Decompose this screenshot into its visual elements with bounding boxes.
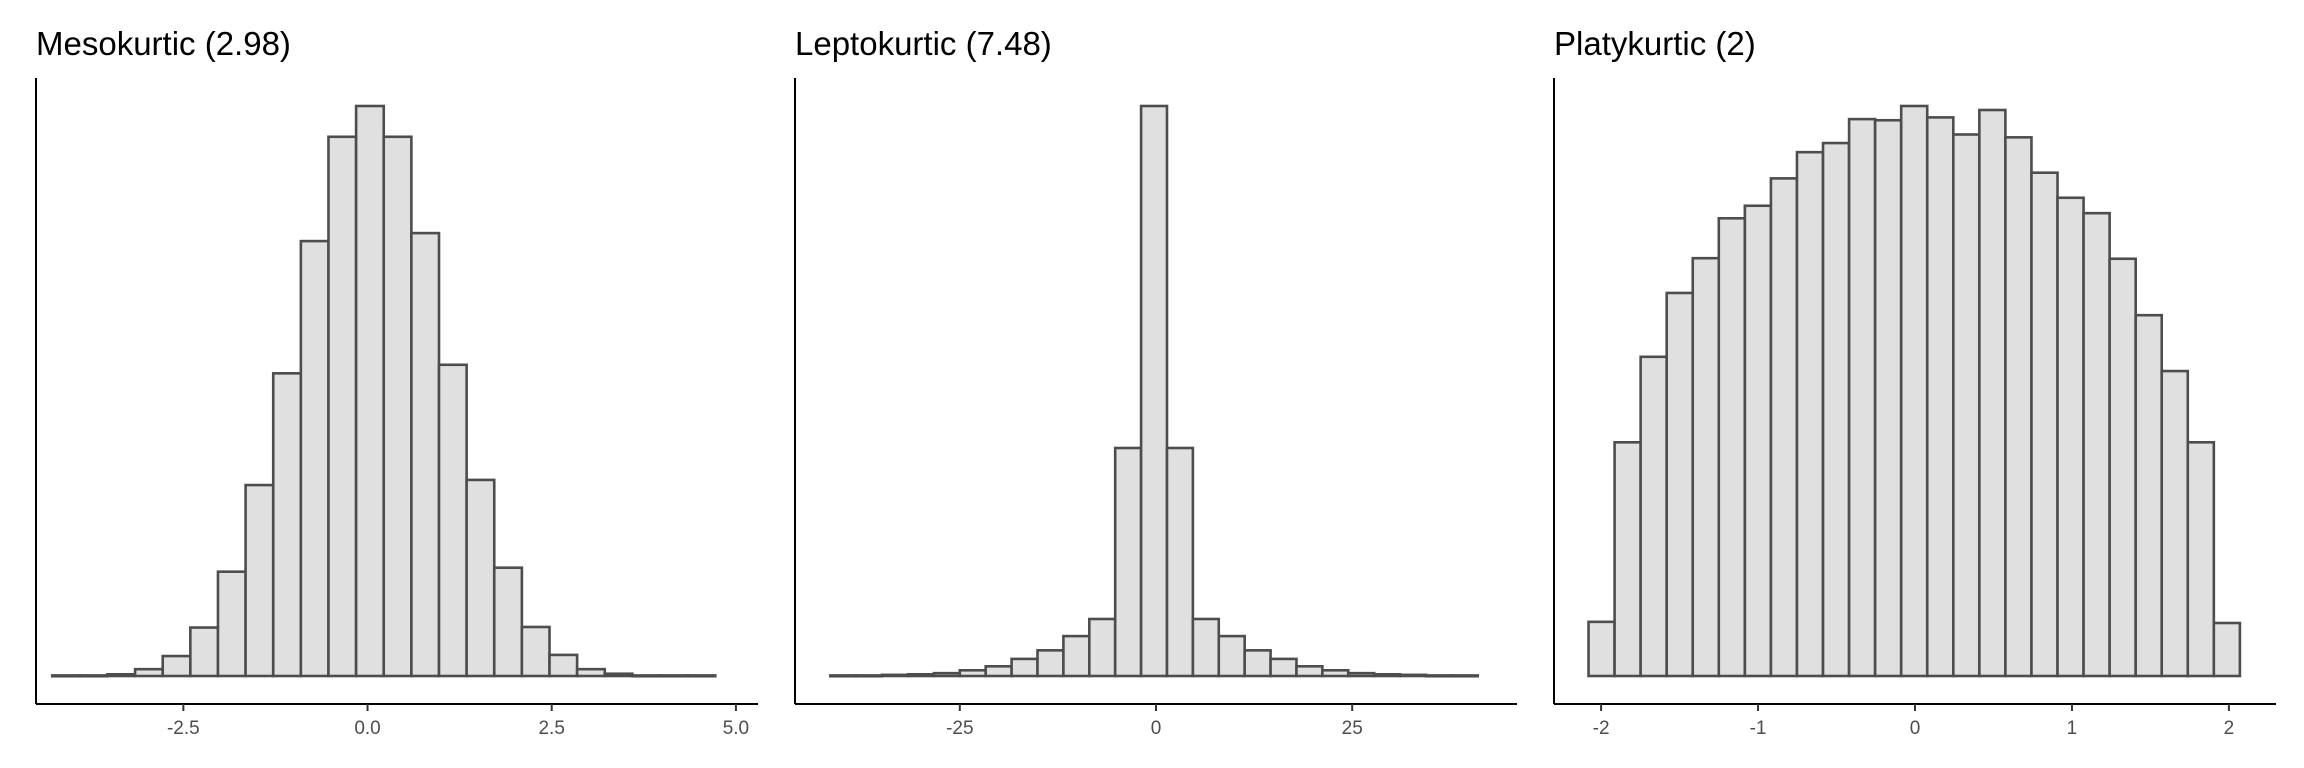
histogram-bar <box>2056 196 2085 678</box>
histogram-bar <box>50 674 82 678</box>
histogram-bar <box>1217 634 1246 678</box>
histogram-bar <box>1165 446 1195 678</box>
histogram-bar <box>216 570 247 678</box>
histogram-bar <box>575 667 607 678</box>
histogram-bar <box>1587 620 1616 678</box>
histogram-bar <box>906 672 936 678</box>
bar-group <box>829 104 1480 678</box>
histogram-bar <box>244 483 275 678</box>
histogram-bar <box>437 363 468 678</box>
histogram-bar <box>354 104 386 678</box>
histogram-bar <box>1795 150 1825 678</box>
x-tick-label: -2.5 <box>167 718 200 739</box>
histogram-bar <box>2030 171 2059 678</box>
histogram-bar <box>1087 617 1117 678</box>
histogram-bar <box>299 239 330 678</box>
x-tick-label: 25 <box>1342 718 1363 739</box>
histogram-bar <box>1372 672 1402 678</box>
histogram-bar <box>1613 440 1642 678</box>
bar-group <box>50 104 717 678</box>
x-tick-label: -1 <box>1750 718 1767 739</box>
histogram-bar <box>1139 104 1169 678</box>
histogram-bar <box>829 674 858 678</box>
histogram-bar <box>492 566 524 678</box>
histogram-bar <box>1691 256 1721 678</box>
histogram-bar <box>271 372 303 678</box>
histogram-bar <box>2108 257 2137 678</box>
histogram-bar <box>1010 657 1039 678</box>
histogram-bar <box>1873 118 1903 678</box>
histogram-bar <box>1847 117 1877 678</box>
histogram-bar <box>1346 671 1376 678</box>
histogram-bar <box>1062 634 1091 678</box>
histogram-bar <box>686 674 717 678</box>
histogram-bar <box>1978 108 2007 678</box>
panel-title: Leptokurtic (7.48) <box>795 25 1052 62</box>
histogram-bar <box>78 674 109 678</box>
histogram-bar <box>631 674 662 678</box>
histogram-bar <box>520 625 551 678</box>
x-tick-group: -25 0 25 <box>946 704 1363 739</box>
histogram-bar <box>1398 673 1428 678</box>
histogram-bar <box>1191 617 1221 678</box>
histogram-bar <box>932 671 962 678</box>
x-tick-label: 0 <box>1151 718 1162 739</box>
histogram-bar <box>1899 104 1929 678</box>
histogram-bar <box>1036 649 1065 678</box>
histogram-bar <box>1821 141 1851 678</box>
bar-group <box>1587 104 2242 678</box>
panel-leptokurtic: Leptokurtic (7.48) -25 0 25 <box>794 25 1517 739</box>
histogram-bar <box>189 626 220 678</box>
histogram-bar <box>327 135 358 678</box>
panel-platykurtic: Platykurtic (2) -2 -1 0 1 2 <box>1553 25 2276 739</box>
x-tick-label: -25 <box>946 718 973 739</box>
x-tick-label: 2.5 <box>538 718 564 739</box>
histogram-bar <box>2186 440 2216 678</box>
histogram-bar <box>1269 657 1298 678</box>
histogram-bar <box>1952 133 1981 678</box>
histogram-bar <box>2082 211 2111 678</box>
histogram-bar <box>133 667 165 678</box>
histogram-bar <box>958 668 987 678</box>
histogram-bar <box>1321 668 1350 678</box>
histogram-bar <box>548 653 579 678</box>
histogram-bar <box>603 672 634 678</box>
histogram-bar <box>2134 313 2164 678</box>
panel-title: Platykurtic (2) <box>1554 25 1756 62</box>
histogram-bar <box>984 665 1013 678</box>
histogram-bar <box>1113 446 1143 678</box>
histogram-bar <box>1717 216 1747 678</box>
histogram-bar <box>1424 674 1454 678</box>
histogram-bar <box>410 231 441 678</box>
histogram-bar <box>465 478 496 678</box>
x-tick-label: 2 <box>2224 718 2235 739</box>
histogram-bar <box>1243 649 1272 678</box>
histogram-bar <box>1450 674 1480 678</box>
x-tick-label: -2 <box>1593 718 1610 739</box>
histogram-bar <box>1639 355 1668 678</box>
histogram-bar <box>1925 116 1955 678</box>
histogram-bar <box>2004 136 2033 678</box>
panel-title: Mesokurtic (2.98) <box>36 25 291 62</box>
histogram-bar <box>1743 204 1773 678</box>
x-tick-label: 0 <box>1910 718 1921 739</box>
x-tick-group: -2 -1 0 1 2 <box>1593 704 2235 739</box>
histogram-bar <box>1665 291 1695 678</box>
x-tick-label: 5.0 <box>723 718 749 739</box>
panel-mesokurtic: Mesokurtic (2.98) -2.5 0.0 2.5 5.0 <box>35 25 758 739</box>
histogram-bar <box>880 673 910 678</box>
x-tick-label: 1 <box>2067 718 2078 739</box>
histogram-bar <box>2212 621 2242 678</box>
histogram-bar <box>106 672 137 678</box>
histogram-bar <box>161 654 192 678</box>
x-tick-group: -2.5 0.0 2.5 5.0 <box>167 704 749 739</box>
histogram-bar <box>2160 369 2190 678</box>
x-tick-label: 0.0 <box>354 718 380 739</box>
histogram-bar <box>1769 177 1799 678</box>
histogram-bar <box>854 674 884 678</box>
histogram-bar <box>1295 665 1324 678</box>
histogram-bar <box>382 135 413 678</box>
histogram-bar <box>658 674 689 678</box>
